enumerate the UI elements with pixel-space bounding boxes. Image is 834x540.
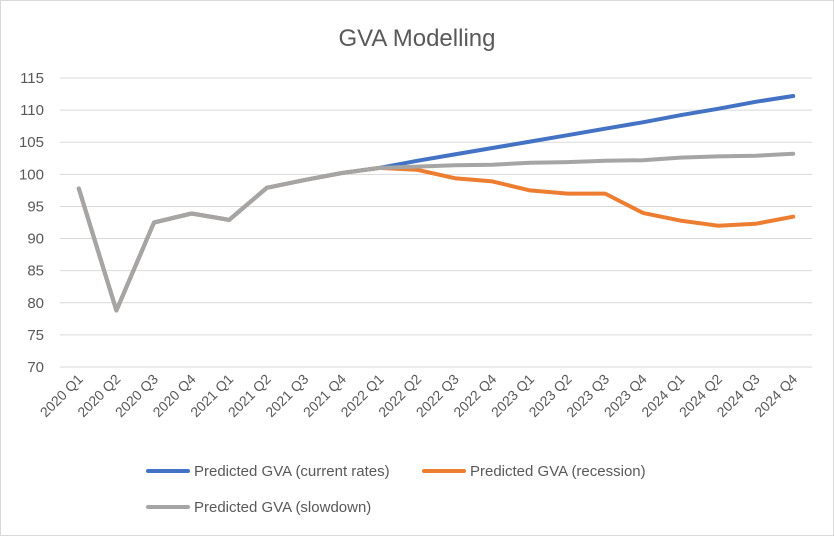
series-line-3 <box>76 151 796 313</box>
legend-label: Predicted GVA (slowdown) <box>194 499 371 516</box>
y-tick-label: 85 <box>27 263 44 280</box>
legend: Predicted GVA (current rates) Predicted G… <box>146 463 646 516</box>
grid-layer <box>60 77 812 368</box>
y-tick-label: 70 <box>27 359 44 376</box>
y-tick-label: 80 <box>27 295 44 312</box>
series-line-2 <box>76 165 796 313</box>
y-tick-label: 90 <box>27 231 44 248</box>
y-tick-label: 100 <box>19 166 44 183</box>
chart-title: GVA Modelling <box>339 25 496 52</box>
y-tick-label: 95 <box>27 198 44 215</box>
legend-label: Predicted GVA (current rates) <box>194 463 390 480</box>
series-line-1 <box>76 94 796 313</box>
y-tick-label: 115 <box>20 70 44 87</box>
y-tick-label: 110 <box>20 102 44 119</box>
y-axis-ticks: 70 75 80 85 90 95 100 105 110 115 <box>19 70 44 376</box>
y-tick-label: 75 <box>27 327 44 344</box>
legend-label: Predicted GVA (recession) <box>470 463 646 480</box>
series-layer <box>76 94 796 313</box>
y-tick-label: 105 <box>19 134 44 151</box>
